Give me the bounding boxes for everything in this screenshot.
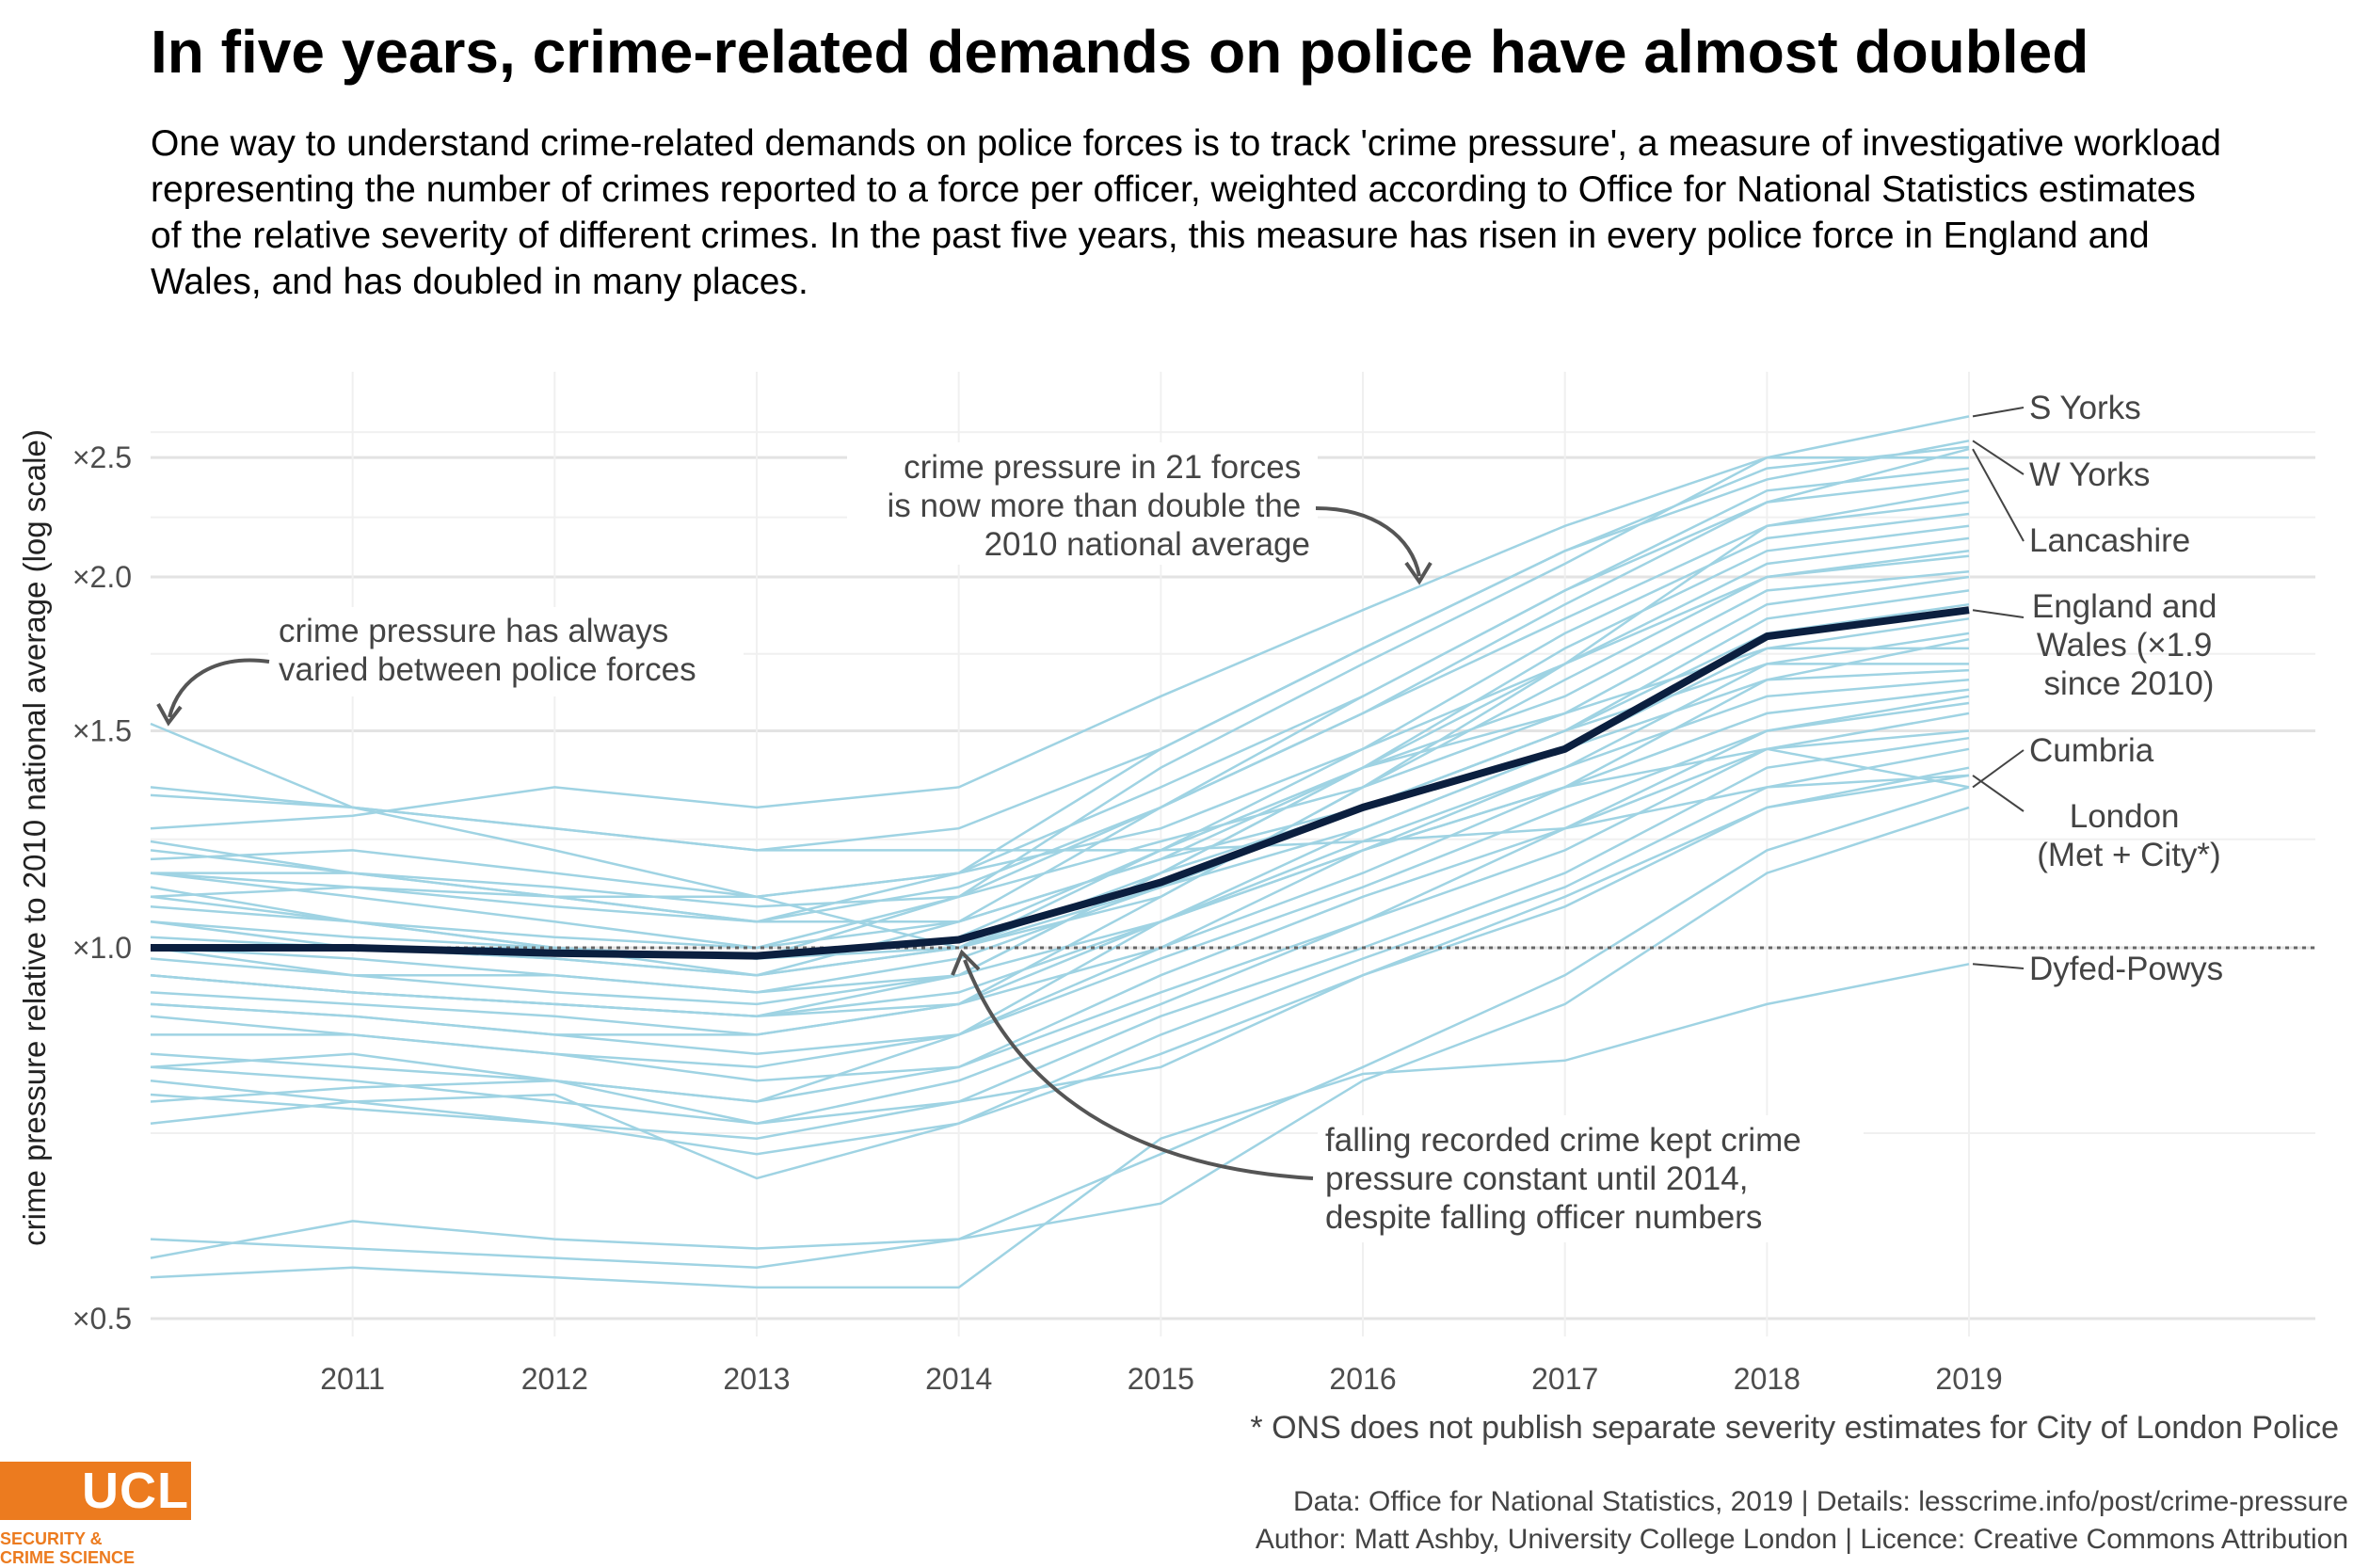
force-line xyxy=(150,554,1970,899)
annotation-double-line: crime pressure in 21 forces xyxy=(904,449,1301,486)
annotation-varied-line: varied between police forces xyxy=(279,651,696,688)
chart-title: In five years, crime-related demands on … xyxy=(151,18,2089,86)
force-line xyxy=(150,786,1970,1270)
x-axis-ticks: 2011 2012 2013 2014 2015 2016 2017 2018 2019 xyxy=(320,1362,2002,1396)
ucl-logo-subtitle: SECURITY & CRIME SCIENCE xyxy=(0,1529,193,1567)
label-london-line: London xyxy=(2070,798,2180,835)
annotation-falling: falling recorded crime kept crime pressu… xyxy=(951,949,1864,1242)
annotation-double-line: 2010 national average xyxy=(984,526,1310,563)
x-tick-label: 2012 xyxy=(521,1362,588,1396)
label-england-wales-line: since 2010) xyxy=(2044,665,2215,702)
leader-line xyxy=(1972,440,2025,475)
y-tick-label: ×1.5 xyxy=(72,714,132,748)
x-tick-label: 2015 xyxy=(1128,1362,1194,1396)
force-line xyxy=(150,575,1970,960)
force-line-dyfed-powys xyxy=(150,963,1970,1289)
force-line xyxy=(150,647,1969,908)
y-axis-label: crime pressure relative to 2010 national… xyxy=(17,429,52,1246)
x-tick-label: 2019 xyxy=(1935,1362,2002,1396)
annotation-falling-line: falling recorded crime kept crime xyxy=(1325,1122,1801,1159)
credits-data: Data: Office for National Statistics, 20… xyxy=(1293,1486,2348,1517)
y-tick-label: ×0.5 xyxy=(72,1302,132,1336)
force-line xyxy=(150,688,1970,1017)
x-tick-label: 2011 xyxy=(320,1362,385,1396)
force-line xyxy=(150,550,1970,1036)
force-line xyxy=(151,701,1970,1082)
annotation-double-line: is now more than double the xyxy=(888,488,1302,524)
england-and-wales-line xyxy=(151,606,1970,960)
footnote: * ONS does not publish separate severity… xyxy=(1250,1410,2339,1446)
force-line xyxy=(150,663,1969,923)
ucl-logo: UCL SECURITY & CRIME SCIENCE xyxy=(0,1462,193,1567)
label-w-yorks: W Yorks xyxy=(2029,456,2150,493)
force-line xyxy=(150,478,1970,950)
x-tick-label: 2016 xyxy=(1329,1362,1396,1396)
label-dyfed-powys: Dyfed-Powys xyxy=(2029,951,2223,987)
x-tick-label: 2017 xyxy=(1531,1362,1598,1396)
leader-line xyxy=(1972,963,2025,969)
label-london: London (Met + City*) xyxy=(2037,798,2220,873)
svg-text:falling recorded crime kept cr: falling recorded crime kept crime pressu… xyxy=(1325,1122,1810,1236)
force-line xyxy=(150,766,1970,1125)
annotation-varied-line: crime pressure has always xyxy=(279,613,668,649)
annotation-falling-line: pressure constant until 2014, xyxy=(1325,1160,1748,1197)
force-line xyxy=(150,747,1970,1156)
force-line xyxy=(150,679,1970,994)
svg-text:crime pressure has always: crime pressure has always varied between… xyxy=(279,613,696,688)
y-axis-ticks: ×0.5 ×1.0 ×1.5 ×2.0 ×2.5 xyxy=(72,440,132,1336)
ucl-logo-mark: UCL xyxy=(0,1462,191,1520)
annotation-double: crime pressure in 21 forces is now more … xyxy=(847,442,1433,585)
force-line xyxy=(150,736,1970,1140)
force-series-lines xyxy=(150,415,1970,1289)
label-leader-lines xyxy=(1972,407,2025,969)
x-tick-label: 2014 xyxy=(925,1362,992,1396)
force-line xyxy=(150,712,1970,1103)
force-line xyxy=(150,668,1970,960)
force-line xyxy=(150,729,1970,1125)
x-tick-label: 2013 xyxy=(723,1362,790,1396)
label-england-wales-line: Wales (×1.9 xyxy=(2037,627,2212,664)
label-england-wales: England and Wales (×1.9 since 2010) xyxy=(2032,588,2226,702)
force-line xyxy=(150,456,1969,830)
ucl-logo-line: SECURITY & xyxy=(0,1529,103,1548)
annotation-falling-line: despite falling officer numbers xyxy=(1325,1199,1762,1236)
label-england-wales-line: England and xyxy=(2032,588,2217,625)
y-tick-label: ×1.0 xyxy=(72,931,132,965)
force-line xyxy=(150,806,1970,1259)
label-london-line: (Met + City*) xyxy=(2037,837,2220,873)
force-line xyxy=(150,695,1970,1056)
force-line xyxy=(150,467,1970,899)
leader-line xyxy=(1972,448,2025,542)
y-tick-label: ×2.0 xyxy=(72,560,132,594)
force-line xyxy=(150,774,1970,1180)
leader-line xyxy=(1972,775,2025,812)
label-s-yorks: S Yorks xyxy=(2029,390,2141,426)
svg-text:crime pressure in 21 forces: crime pressure in 21 forces is now more … xyxy=(888,449,1310,563)
leader-line xyxy=(1972,407,2025,418)
x-tick-label: 2018 xyxy=(1734,1362,1801,1396)
label-lancashire: Lancashire xyxy=(2029,522,2190,559)
leader-line xyxy=(1972,609,2025,618)
ucl-logo-line: CRIME SCIENCE xyxy=(0,1548,136,1567)
credits-author: Author: Matt Ashby, University College L… xyxy=(1256,1524,2348,1555)
force-line xyxy=(150,501,1970,923)
label-cumbria: Cumbria xyxy=(2029,732,2154,769)
y-tick-label: ×2.5 xyxy=(72,440,132,474)
force-line xyxy=(150,445,1970,852)
annotation-varied: crime pressure has always varied between… xyxy=(156,607,744,727)
chart-subtitle: One way to understand crime-related dema… xyxy=(151,123,2221,302)
